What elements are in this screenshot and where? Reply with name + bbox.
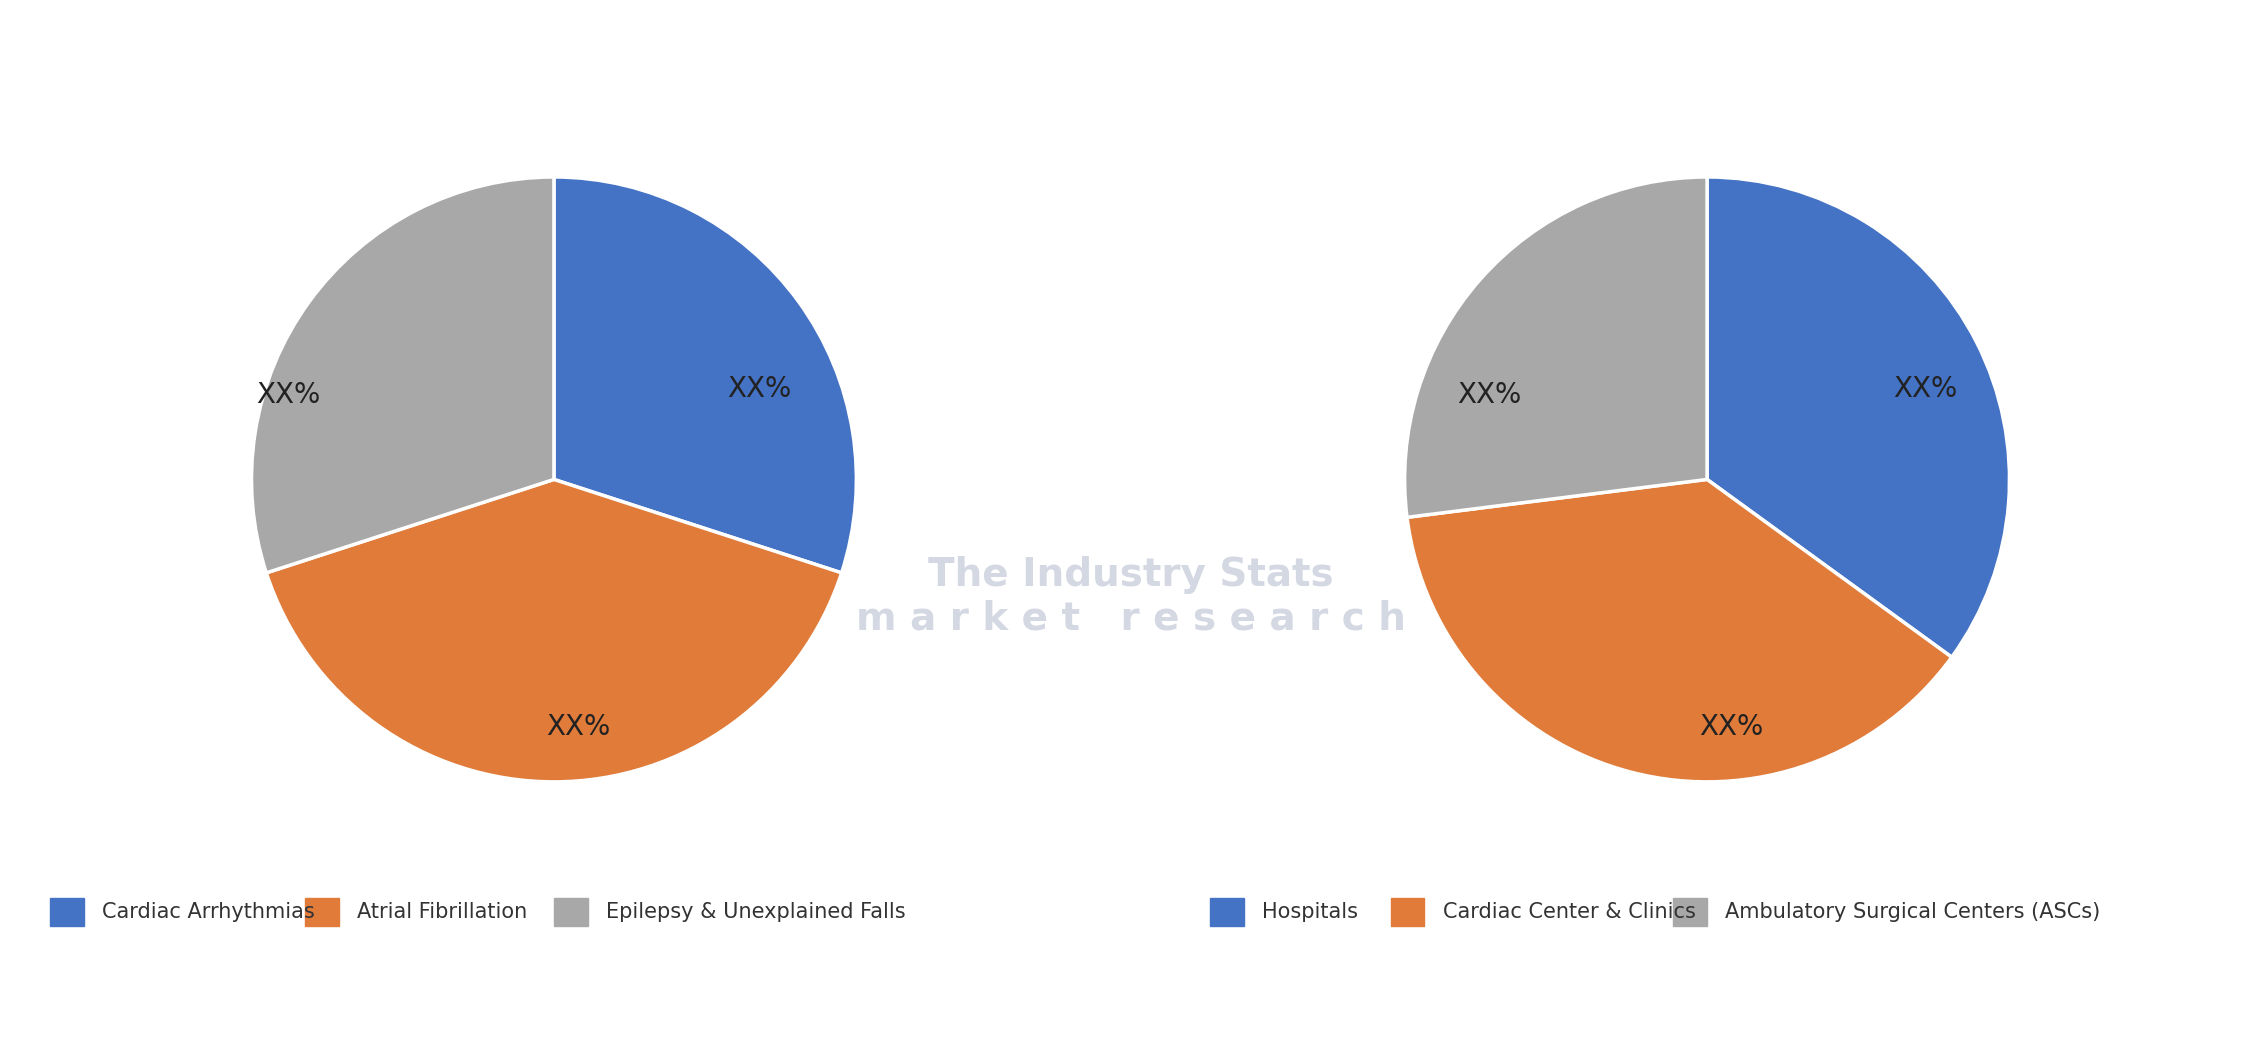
Text: Ambulatory Surgical Centers (ASCs): Ambulatory Surgical Centers (ASCs) bbox=[1725, 902, 2100, 922]
Wedge shape bbox=[1707, 177, 2010, 657]
Text: Email: sales@theindustrystats.com: Email: sales@theindustrystats.com bbox=[909, 1007, 1352, 1027]
FancyBboxPatch shape bbox=[50, 898, 84, 926]
Text: Cardiac Center & Clinics: Cardiac Center & Clinics bbox=[1443, 902, 1696, 922]
Text: Website: www.theindustrystats.com: Website: www.theindustrystats.com bbox=[1777, 1007, 2234, 1027]
Wedge shape bbox=[1404, 177, 1707, 517]
Text: Cardiac Arrhythmias: Cardiac Arrhythmias bbox=[102, 902, 314, 922]
Wedge shape bbox=[251, 177, 554, 573]
Text: The Industry Stats
m a r k e t   r e s e a r c h: The Industry Stats m a r k e t r e s e a… bbox=[855, 555, 1406, 638]
Wedge shape bbox=[554, 177, 857, 573]
Text: XX%: XX% bbox=[1698, 714, 1764, 741]
Text: XX%: XX% bbox=[1456, 381, 1522, 409]
Text: Atrial Fibrillation: Atrial Fibrillation bbox=[357, 902, 527, 922]
Text: XX%: XX% bbox=[1892, 375, 1958, 402]
Wedge shape bbox=[267, 479, 841, 781]
FancyBboxPatch shape bbox=[554, 898, 588, 926]
Wedge shape bbox=[1406, 479, 1951, 781]
FancyBboxPatch shape bbox=[1210, 898, 1244, 926]
FancyBboxPatch shape bbox=[305, 898, 339, 926]
Text: XX%: XX% bbox=[255, 381, 319, 409]
Text: XX%: XX% bbox=[545, 714, 610, 741]
Text: Fig. Global Implantable Cardiac Monitor (ICM) Market Share by Product Types & Ap: Fig. Global Implantable Cardiac Monitor … bbox=[27, 37, 1535, 65]
Text: Source: Theindustrystats Analysis: Source: Theindustrystats Analysis bbox=[27, 1007, 457, 1027]
Text: Epilepsy & Unexplained Falls: Epilepsy & Unexplained Falls bbox=[606, 902, 907, 922]
FancyBboxPatch shape bbox=[1391, 898, 1424, 926]
FancyBboxPatch shape bbox=[1673, 898, 1707, 926]
Text: XX%: XX% bbox=[728, 375, 791, 402]
Text: Hospitals: Hospitals bbox=[1262, 902, 1357, 922]
